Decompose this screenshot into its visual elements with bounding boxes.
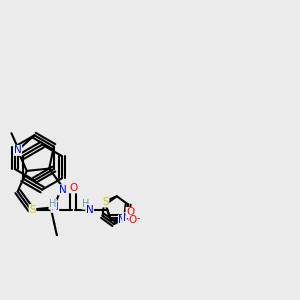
Text: O: O	[129, 215, 137, 225]
Text: H: H	[82, 199, 90, 209]
Text: N: N	[58, 185, 66, 195]
Text: N: N	[118, 215, 126, 225]
Text: O: O	[126, 207, 134, 218]
Text: N: N	[123, 213, 130, 223]
Text: N: N	[14, 146, 22, 155]
Text: S: S	[29, 205, 36, 215]
Text: H: H	[49, 199, 56, 209]
Text: S: S	[102, 197, 109, 207]
Text: N: N	[86, 205, 94, 215]
Text: N: N	[51, 202, 59, 212]
Text: -: -	[135, 212, 140, 226]
Text: O: O	[69, 183, 77, 193]
